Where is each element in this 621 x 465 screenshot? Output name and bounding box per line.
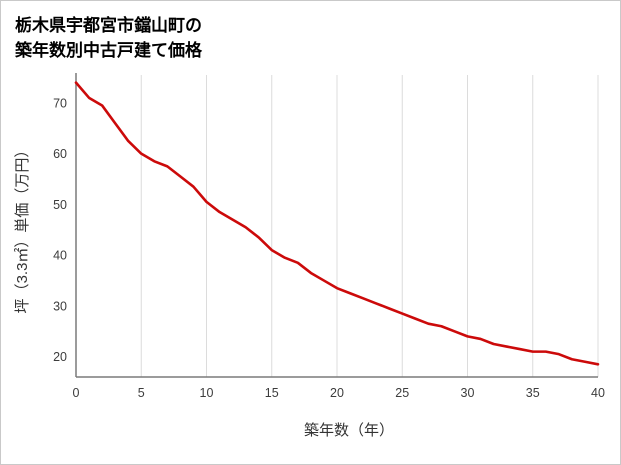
x-tick-label: 5 xyxy=(138,386,145,400)
x-tick-label: 20 xyxy=(330,386,344,400)
x-tick-label: 25 xyxy=(395,386,409,400)
y-tick-label: 70 xyxy=(53,97,67,111)
x-tick-label: 40 xyxy=(591,386,605,400)
y-tick-label: 20 xyxy=(53,350,67,364)
x-tick-label: 15 xyxy=(265,386,279,400)
chart-area: 坪（3.3㎡）単価（万円） 20 30 40 50 60 70 0 5 10 15 20 25 30 35… xyxy=(1,67,620,417)
x-axis-label: 築年数（年） xyxy=(303,422,394,440)
y-tick-label: 60 xyxy=(53,147,67,161)
y-tick-label: 50 xyxy=(53,198,67,212)
x-tick-label: 30 xyxy=(461,386,475,400)
x-tick-label: 10 xyxy=(200,386,214,400)
price-line xyxy=(74,81,600,366)
x-tick-label: 35 xyxy=(526,386,540,400)
line-plot: 20 30 40 50 60 70 0 5 10 15 20 25 30 35 40 xyxy=(53,73,605,400)
chart-title: 栃木県宇都宮市鐺山町の 築年数別中古戸建て価格 xyxy=(1,1,620,63)
y-tick-label: 40 xyxy=(53,249,67,263)
x-tick-label: 0 xyxy=(73,386,80,400)
y-tick-label: 30 xyxy=(53,300,67,314)
chart-title-line1: 栃木県宇都宮市鐺山町の xyxy=(15,16,202,35)
chart-title-line2: 築年数別中古戸建て価格 xyxy=(15,40,202,60)
